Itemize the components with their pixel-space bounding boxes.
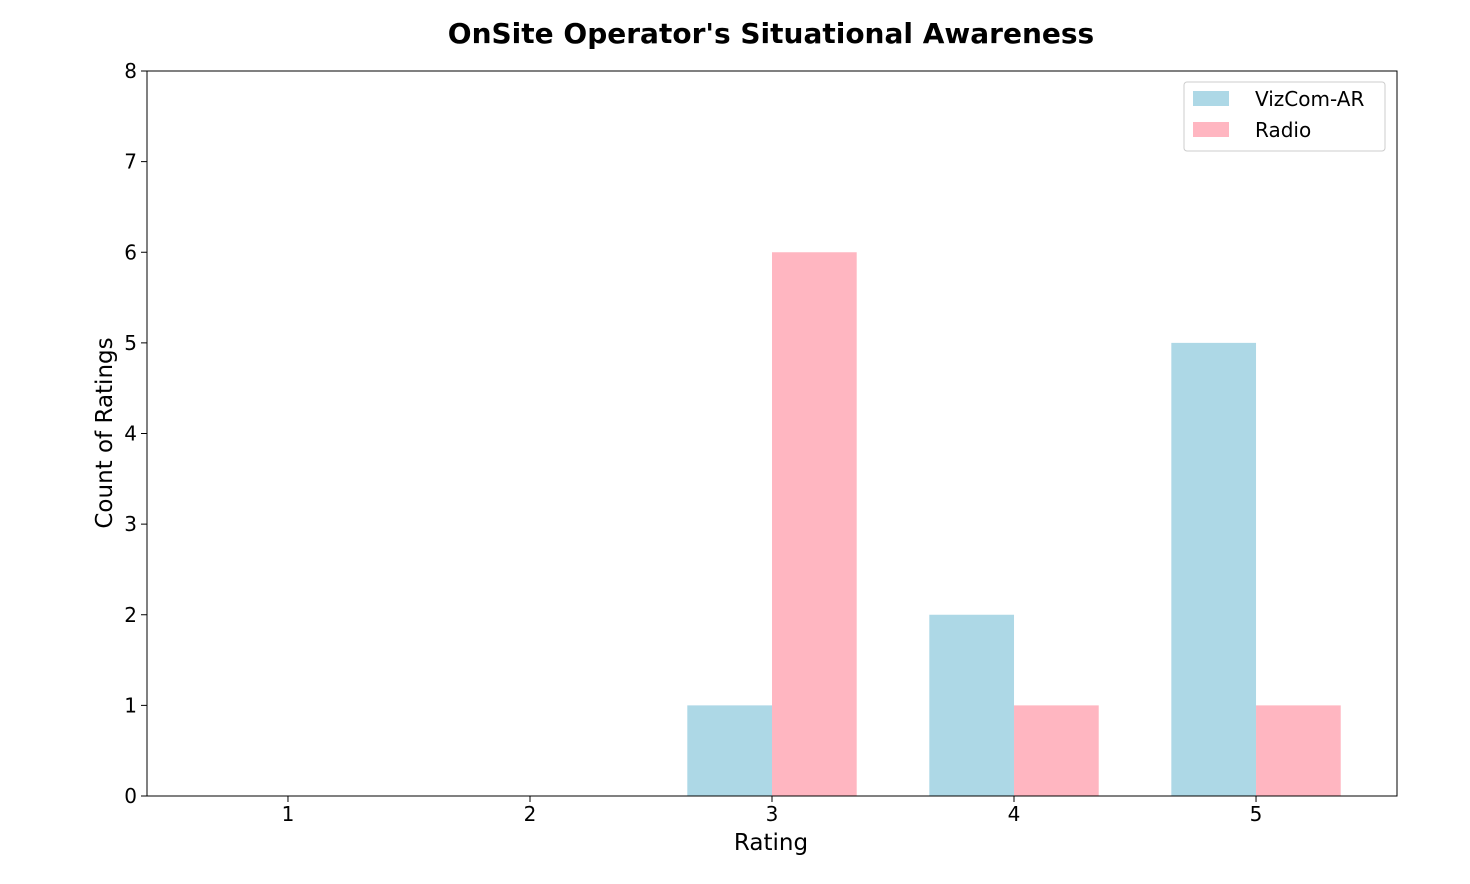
y-tick-label: 5 xyxy=(124,331,137,355)
legend: VizCom-AR Radio xyxy=(1183,81,1386,152)
bars-group xyxy=(687,252,1341,796)
legend-label-vizcom-ar: VizCom-AR xyxy=(1255,87,1364,111)
plot-frame xyxy=(146,70,1398,797)
y-tick-label: 3 xyxy=(124,512,137,536)
x-tick-label: 2 xyxy=(524,802,537,826)
bar-radio-rating-3 xyxy=(772,252,857,796)
y-tick-label: 0 xyxy=(124,784,137,808)
x-tick-label: 4 xyxy=(1008,802,1021,826)
x-axis-ticks: 1 2 3 4 5 xyxy=(282,796,1263,826)
y-tick-label: 8 xyxy=(124,59,137,83)
bar-vizcom-ar-rating-4 xyxy=(929,614,1015,796)
bar-vizcom-ar-rating-3 xyxy=(687,705,772,796)
x-tick-label: 1 xyxy=(282,802,295,826)
chart-title: OnSite Operator's Situational Awareness xyxy=(448,17,1094,50)
y-axis-label: Count of Ratings xyxy=(92,337,118,528)
y-tick-label: 7 xyxy=(124,150,137,174)
legend-box xyxy=(1183,81,1386,152)
x-tick-label: 5 xyxy=(1250,802,1263,826)
y-tick-label: 6 xyxy=(124,240,137,264)
y-tick-label: 2 xyxy=(124,603,137,627)
bar-radio-rating-4 xyxy=(1014,705,1099,796)
y-axis-ticks: 0 1 2 3 4 5 6 7 8 xyxy=(124,59,147,808)
y-tick-label: 1 xyxy=(124,693,137,717)
bar-radio-rating-5 xyxy=(1256,705,1341,796)
y-tick-label: 4 xyxy=(124,422,137,446)
x-axis-label: Rating xyxy=(734,830,808,856)
legend-swatch-vizcom-ar xyxy=(1193,91,1229,106)
legend-label-radio: Radio xyxy=(1255,118,1311,142)
x-tick-label: 3 xyxy=(766,802,779,826)
bar-vizcom-ar-rating-5 xyxy=(1171,342,1257,796)
legend-swatch-radio xyxy=(1193,122,1229,137)
